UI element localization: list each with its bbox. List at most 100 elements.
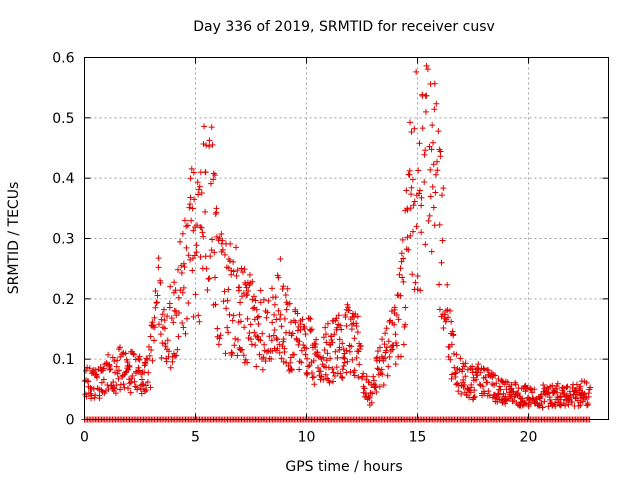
data-point [462,360,469,367]
data-point [376,344,383,351]
data-point [395,316,402,323]
data-point [317,368,324,375]
data-point [510,388,517,395]
data-point [275,307,282,314]
data-point [399,236,406,243]
data-point [256,351,263,358]
data-point [386,318,393,325]
data-point [181,264,188,271]
data-point [200,233,207,240]
data-point [252,342,259,349]
data-point [324,320,331,327]
data-point [342,313,349,320]
data-point [304,355,311,362]
data-point [187,175,194,182]
data-point [338,326,345,333]
data-point [477,369,484,376]
data-point [180,260,187,267]
data-point [88,392,95,399]
data-point [521,399,528,406]
data-point [277,255,284,262]
data-point [185,300,192,307]
data-point [164,337,171,344]
data-point [448,371,455,378]
data-point [423,62,430,69]
data-point [435,128,442,135]
data-point [278,355,285,362]
data-point [114,370,121,377]
data-point [274,336,281,343]
data-point [403,187,410,194]
data-point [504,379,511,386]
data-point [263,348,270,355]
data-point [201,123,208,130]
data-point [410,202,417,209]
data-point [416,140,423,147]
data-point [198,190,205,197]
data-point [330,369,337,376]
data-point [193,249,200,256]
y-tick-label: 0.1 [52,352,74,368]
data-point [355,374,362,381]
data-point [254,314,261,321]
data-point [427,193,434,200]
data-point [447,356,454,363]
data-point [296,366,303,373]
data-point [351,372,358,379]
data-point [174,346,181,353]
data-point [255,313,262,320]
data-point [126,362,133,369]
data-point [257,287,264,294]
data-point [585,393,592,400]
data-point [230,312,237,319]
data-point [531,386,538,393]
data-point [216,235,223,242]
data-point [457,355,464,362]
data-point [334,354,341,361]
data-point [383,344,390,351]
data-point [481,390,488,397]
data-point [501,381,508,388]
data-point [161,317,168,324]
data-point [567,392,574,399]
data-point [329,366,336,373]
data-point [391,306,398,313]
data-point [100,376,107,383]
data-point [343,322,350,329]
data-point [421,178,428,185]
data-point [331,372,338,379]
data-point [307,316,314,323]
data-point [284,285,291,292]
data-point [332,348,339,355]
data-point [226,258,233,265]
data-point [396,271,403,278]
data-point [120,381,127,388]
data-point [281,315,288,322]
data-point [440,185,447,192]
data-point [469,363,476,370]
data-point [480,365,487,372]
data-point [93,371,100,378]
data-point [459,368,466,375]
data-point [363,373,370,380]
data-point [383,325,390,332]
x-tick-label: 0 [80,430,89,446]
data-point [554,389,561,396]
data-point [426,212,433,219]
data-point [230,268,237,275]
y-tick-label: 0.5 [52,111,74,127]
data-point [229,350,236,357]
data-point [219,246,226,253]
data-point [196,183,203,190]
data-point [393,311,400,318]
data-point [192,291,199,298]
data-point [422,147,429,154]
data-point [569,398,576,405]
data-point [179,230,186,237]
data-point [374,365,381,372]
data-point [140,381,147,388]
data-point [417,287,424,294]
data-point [179,289,186,296]
data-point [430,139,437,146]
data-point [436,281,443,288]
